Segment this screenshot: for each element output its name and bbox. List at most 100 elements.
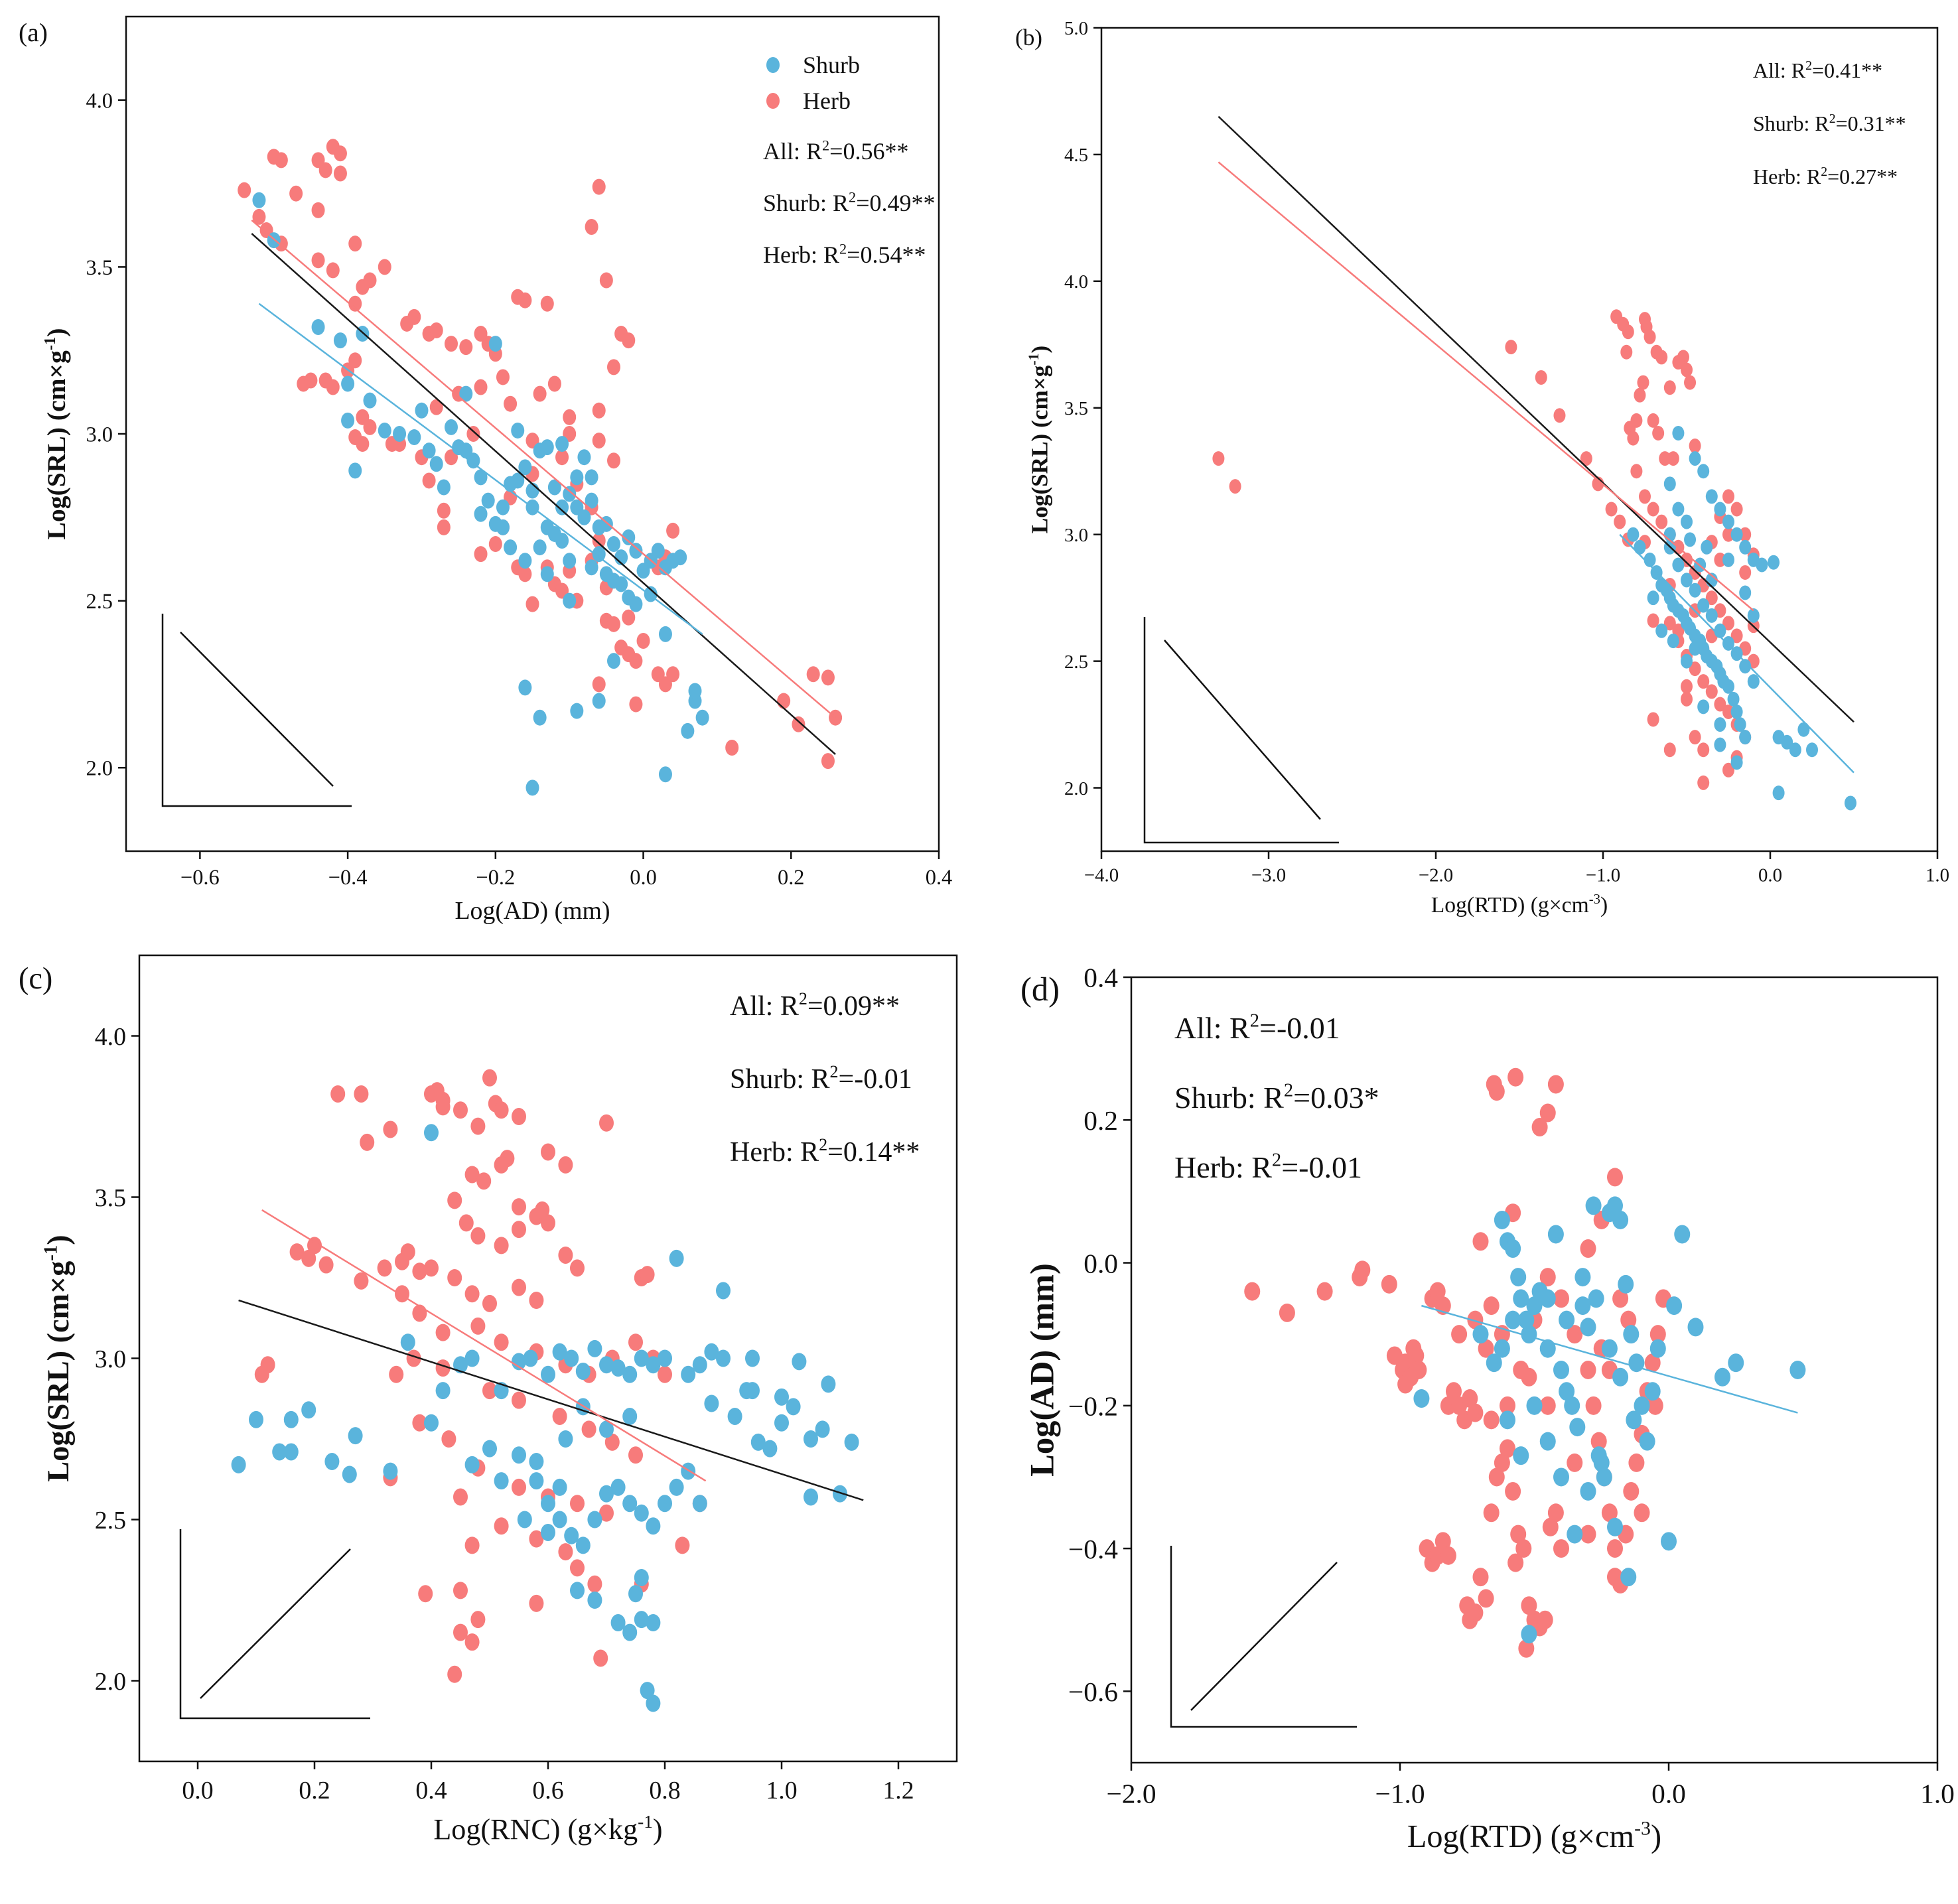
y-axis-label: Log(SRL) (cm×g-1)	[1026, 346, 1052, 534]
herb-point	[453, 1101, 468, 1119]
shrub-point	[1697, 464, 1710, 479]
shrub-point	[651, 543, 665, 559]
herb-point	[307, 1237, 322, 1255]
shrub-point	[512, 1446, 526, 1464]
herb-point	[470, 1117, 486, 1135]
shrub-point	[1727, 691, 1740, 707]
shrub-point	[1747, 674, 1760, 689]
herb-point	[552, 1407, 567, 1425]
y-tick-label: 3.5	[95, 1184, 126, 1212]
herb-point	[412, 1262, 427, 1280]
herb-point	[1446, 1382, 1462, 1401]
herb-point	[458, 1214, 474, 1232]
herb-point	[792, 716, 805, 732]
stat-annotation: Shurb: R2=-0.01	[730, 1062, 912, 1095]
shrub-point	[378, 422, 391, 439]
herb-point	[494, 1156, 509, 1174]
herb-point	[330, 1085, 346, 1103]
shrub-point	[821, 1375, 836, 1393]
shrub-point	[592, 693, 606, 709]
shrub-point	[474, 506, 488, 522]
shrub-point	[563, 553, 577, 569]
herb-point	[1714, 697, 1726, 712]
shrub-point	[1672, 557, 1685, 573]
herb-point	[1244, 1282, 1261, 1301]
herb-point	[535, 1201, 550, 1219]
y-tick-label: 4.0	[95, 1023, 126, 1051]
shrub-point	[529, 1472, 544, 1490]
fit-line-shurb	[1619, 533, 1854, 774]
herb-point	[1681, 362, 1693, 377]
herb-point	[466, 426, 480, 442]
herb-point	[541, 1143, 555, 1161]
herb-point	[1630, 464, 1643, 479]
shrub-point	[533, 539, 547, 556]
herb-point	[333, 145, 347, 162]
shrub-point	[1553, 1467, 1569, 1487]
shrub-point	[333, 332, 347, 349]
x-tick-label: 0.0	[1651, 1778, 1686, 1808]
herb-point	[570, 1259, 585, 1277]
herb-point	[1354, 1260, 1371, 1280]
shrub-point	[607, 536, 620, 553]
shrub-point	[1564, 1396, 1580, 1415]
shrub-point	[792, 1353, 807, 1371]
herb-point	[1628, 1453, 1645, 1472]
shrub-point	[348, 1427, 363, 1445]
shrub-point	[1559, 1382, 1575, 1401]
shrub-point	[1647, 590, 1659, 606]
shrub-point	[692, 1356, 707, 1374]
shrub-point	[1768, 555, 1780, 570]
herb-point	[1634, 1503, 1650, 1523]
herb-point	[400, 1243, 415, 1261]
y-tick-label: 0.2	[1084, 1105, 1118, 1136]
herb-point	[435, 1098, 451, 1116]
inset-frame	[161, 614, 352, 807]
herb-point	[666, 522, 680, 539]
herb-point	[447, 1665, 462, 1683]
herb-point	[1539, 1103, 1556, 1122]
herb-point	[1655, 350, 1668, 365]
shrub-point	[1672, 502, 1685, 517]
herb-point	[1411, 1361, 1427, 1379]
shrub-point	[658, 766, 672, 783]
herb-point	[821, 669, 835, 686]
legend-label-herb: Herb	[803, 88, 851, 114]
shrub-point	[833, 1485, 847, 1503]
herb-point	[1505, 1481, 1521, 1501]
shrub-point	[727, 1407, 742, 1425]
herb-point	[1397, 1375, 1414, 1394]
herb-point	[482, 1069, 497, 1087]
herb-point	[1488, 1467, 1505, 1487]
herb-point	[482, 1294, 497, 1312]
herb-point	[1639, 489, 1651, 504]
herb-point	[1644, 1353, 1661, 1373]
herb-point	[1515, 1539, 1532, 1558]
panel-label: (a)	[19, 18, 48, 47]
herb-point	[1429, 1282, 1446, 1301]
shrub-point	[1601, 1339, 1618, 1358]
shrub-point	[673, 549, 687, 566]
herb-point	[1580, 1525, 1596, 1544]
herb-point	[363, 272, 377, 289]
shrub-point	[585, 469, 598, 486]
x-axis-label: Log(RTD) (g×cm-3)	[1407, 1818, 1661, 1854]
shrub-point	[575, 1362, 591, 1380]
shrub-point	[774, 1414, 789, 1432]
herb-point	[1605, 502, 1618, 517]
shrub-point	[1526, 1396, 1543, 1415]
shrub-point	[341, 375, 355, 392]
herb-point	[806, 666, 820, 683]
fit-line-herb	[261, 1209, 707, 1482]
herb-point	[1722, 527, 1734, 542]
shrub-point	[1574, 1296, 1591, 1316]
shrub-point	[474, 469, 488, 486]
shrub-point	[585, 492, 598, 509]
herb-point	[378, 259, 391, 275]
herb-point	[599, 1504, 614, 1522]
shrub-point	[249, 1410, 263, 1428]
herb-point	[1620, 344, 1633, 360]
shrub-point	[1494, 1210, 1510, 1229]
shrub-point	[272, 1443, 287, 1461]
herb-point	[592, 433, 606, 449]
